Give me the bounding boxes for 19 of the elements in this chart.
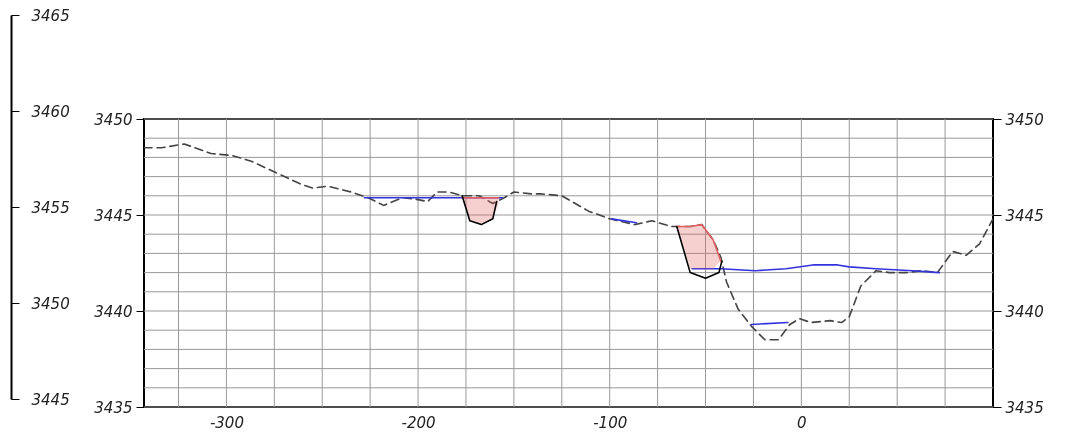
line-series xyxy=(675,223,722,262)
y3-tick-label: 3460 xyxy=(31,102,70,121)
y2-tick-label: 3435 xyxy=(1005,398,1044,417)
y-tick-label: 3440 xyxy=(94,302,133,321)
y3-tick-label: 3450 xyxy=(31,294,70,313)
y2-tick-label: 3445 xyxy=(1005,206,1044,225)
y-tick-label: 3435 xyxy=(94,398,133,417)
y-tick-label: 3450 xyxy=(94,110,133,129)
x-tick-label: -200 xyxy=(401,413,436,432)
y3-tick-label: 3465 xyxy=(31,6,70,25)
y-tick-label: 3445 xyxy=(94,206,133,225)
y2-tick-label: 3440 xyxy=(1005,302,1044,321)
y3-tick-label: 3455 xyxy=(31,198,70,217)
x-tick-label: 0 xyxy=(797,413,807,432)
line-series xyxy=(144,143,993,341)
x-tick-label: -300 xyxy=(209,413,244,432)
y3-tick-label: 3445 xyxy=(31,390,70,409)
x-tick-label: -100 xyxy=(593,413,628,432)
y2-tick-label: 3450 xyxy=(1005,110,1044,129)
